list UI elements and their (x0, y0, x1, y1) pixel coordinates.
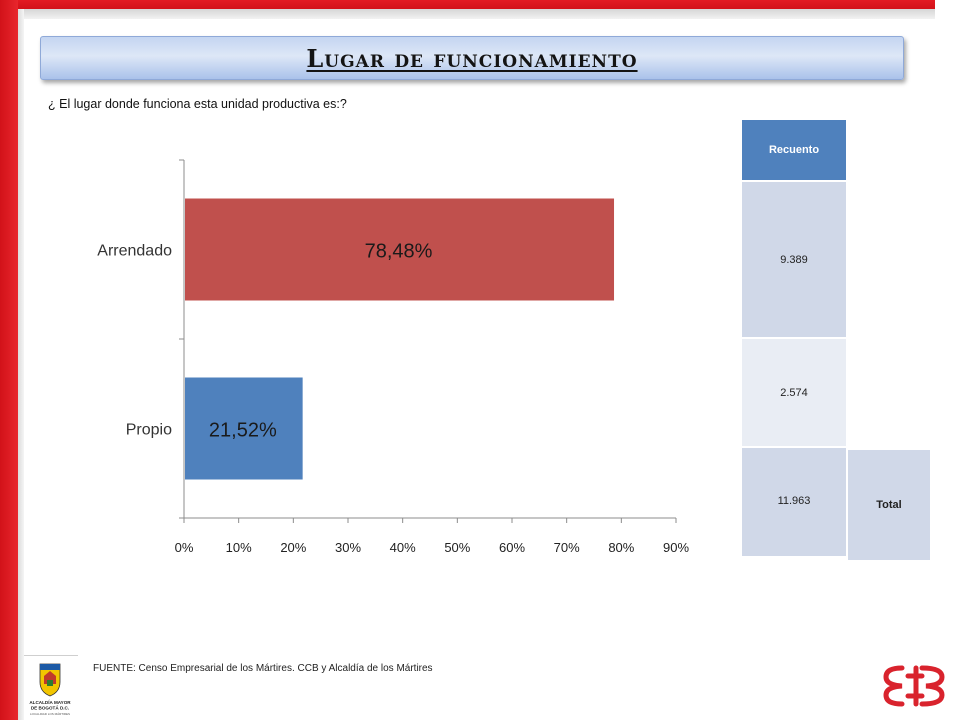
y-category-label: Propio (126, 422, 172, 439)
data-label: 78,48% (365, 241, 433, 263)
survey-question: ¿ El lugar donde funciona esta unidad pr… (48, 97, 347, 111)
source-note: FUENTE: Censo Empresarial de los Mártire… (93, 663, 433, 674)
x-tick-label: 60% (499, 540, 525, 555)
bogota-coat-of-arms-icon: ALCALDÍA MAYOR DE BOGOTÁ D.C. LOCALIDAD … (29, 663, 71, 716)
table-total-label: Total (848, 450, 930, 560)
x-tick-label: 90% (663, 540, 689, 555)
emblem-line-3: LOCALIDAD LOS MÁRTIRES (30, 712, 70, 716)
x-tick-label: 40% (390, 540, 416, 555)
frame-corner (935, 0, 960, 24)
frame-left-bar (0, 0, 18, 720)
x-tick-label: 80% (608, 540, 634, 555)
y-category-label: Arrendado (97, 243, 172, 260)
footer-divider (24, 655, 78, 656)
x-tick-label: 10% (226, 540, 252, 555)
table-cell-total-value: 11.963 (742, 448, 846, 558)
frame-left-shadow (18, 9, 24, 720)
table-cell: 2.574 (742, 339, 846, 448)
x-tick-label: 0% (175, 540, 194, 555)
bar (185, 377, 303, 480)
x-tick-label: 30% (335, 540, 361, 555)
frame-top-shadow (24, 9, 954, 19)
emblem-line-1: ALCALDÍA MAYOR (29, 698, 71, 705)
emblem-line-2: DE BOGOTÁ D.C. (31, 705, 69, 711)
ccb-logo-icon (883, 665, 945, 707)
title-banner: Lugar de funcionamiento (40, 36, 904, 80)
frame-top-bar (0, 0, 960, 9)
bar (185, 198, 615, 301)
x-tick-label: 70% (554, 540, 580, 555)
table-cell: 9.389 (742, 182, 846, 339)
page-title: Lugar de funcionamiento (306, 44, 638, 73)
data-label: 21,52% (209, 420, 277, 442)
table-header: Recuento (742, 120, 846, 182)
bar-chart: 0% 10% 20% 30% 40% 50% 60% 70% 80% 90% Arrendado 78… (97, 159, 689, 555)
x-tick-label: 50% (444, 540, 470, 555)
x-tick-label: 20% (280, 540, 306, 555)
